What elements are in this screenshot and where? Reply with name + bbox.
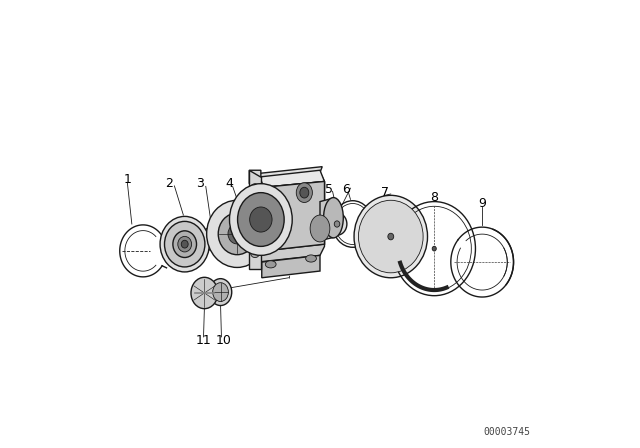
Ellipse shape <box>306 255 316 262</box>
Ellipse shape <box>310 215 330 242</box>
Ellipse shape <box>266 261 276 268</box>
Text: 5: 5 <box>325 182 333 196</box>
Ellipse shape <box>237 193 284 246</box>
Ellipse shape <box>173 231 196 258</box>
Ellipse shape <box>218 213 256 254</box>
Text: 1: 1 <box>124 172 131 186</box>
Polygon shape <box>262 255 320 278</box>
Ellipse shape <box>354 195 428 278</box>
Polygon shape <box>264 181 324 251</box>
Ellipse shape <box>327 213 347 235</box>
Polygon shape <box>260 170 324 187</box>
Ellipse shape <box>296 183 312 202</box>
Ellipse shape <box>228 224 246 244</box>
Polygon shape <box>320 198 333 241</box>
Polygon shape <box>257 172 324 262</box>
Text: 6: 6 <box>342 182 350 196</box>
Ellipse shape <box>212 283 228 302</box>
Ellipse shape <box>251 249 260 258</box>
Text: 9: 9 <box>478 197 486 211</box>
Text: 7: 7 <box>381 186 389 199</box>
Text: 11: 11 <box>196 334 211 347</box>
Ellipse shape <box>324 198 343 238</box>
Text: 4: 4 <box>225 177 234 190</box>
Ellipse shape <box>164 221 205 267</box>
Text: 2: 2 <box>164 177 173 190</box>
Ellipse shape <box>160 216 209 272</box>
Ellipse shape <box>300 187 309 198</box>
Text: 00003745: 00003745 <box>484 427 531 437</box>
Ellipse shape <box>181 240 188 248</box>
Polygon shape <box>260 181 324 251</box>
Ellipse shape <box>230 184 292 255</box>
Text: 8: 8 <box>430 190 438 204</box>
Ellipse shape <box>209 279 232 306</box>
Polygon shape <box>249 170 261 269</box>
Ellipse shape <box>388 233 394 240</box>
Polygon shape <box>255 167 323 179</box>
Polygon shape <box>249 170 261 184</box>
Ellipse shape <box>358 200 423 273</box>
Ellipse shape <box>334 221 340 227</box>
Ellipse shape <box>251 184 260 193</box>
Ellipse shape <box>432 246 436 251</box>
Text: 10: 10 <box>216 334 232 347</box>
Ellipse shape <box>191 277 218 309</box>
Ellipse shape <box>178 237 191 252</box>
Ellipse shape <box>207 200 268 267</box>
Ellipse shape <box>250 207 272 232</box>
Text: 3: 3 <box>196 177 204 190</box>
Ellipse shape <box>332 218 342 230</box>
